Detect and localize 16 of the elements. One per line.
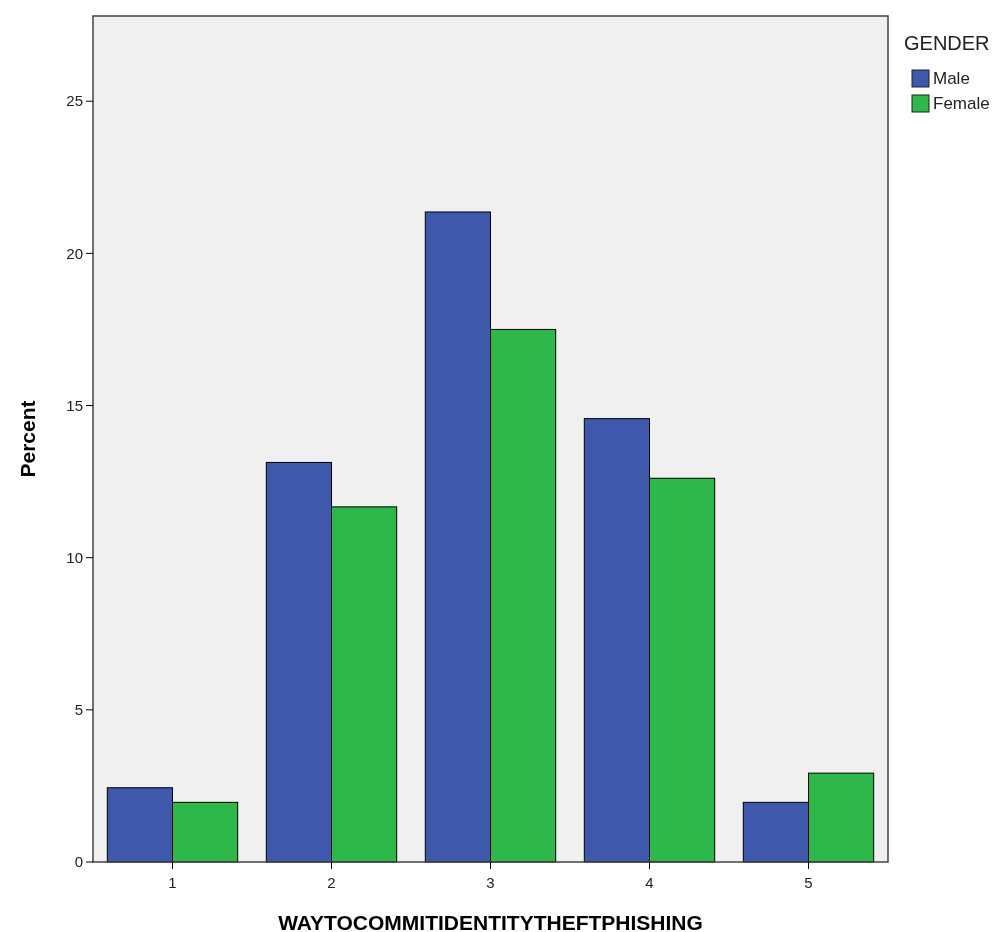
x-tick-label: 1 bbox=[168, 874, 177, 891]
legend-title: GENDER bbox=[904, 32, 990, 54]
x-axis-title: WAYTOCOMMITIDENTITYTHEFTPHISHING bbox=[278, 911, 703, 932]
y-tick-label: 15 bbox=[66, 396, 83, 414]
y-tick-label: 10 bbox=[66, 548, 83, 566]
x-tick-label: 4 bbox=[645, 874, 654, 891]
y-axis-title: Percent bbox=[16, 400, 39, 478]
y-tick-label: 5 bbox=[74, 701, 83, 719]
x-tick-label: 3 bbox=[486, 874, 495, 891]
x-tick-label: 2 bbox=[327, 874, 336, 891]
y-tick-label: 0 bbox=[74, 853, 83, 871]
x-tick-label: 5 bbox=[804, 874, 813, 891]
y-tick-label: 20 bbox=[66, 244, 83, 262]
y-tick-label: 25 bbox=[66, 92, 83, 110]
legend-label: Male bbox=[933, 69, 970, 88]
legend-label: Female bbox=[933, 94, 990, 113]
